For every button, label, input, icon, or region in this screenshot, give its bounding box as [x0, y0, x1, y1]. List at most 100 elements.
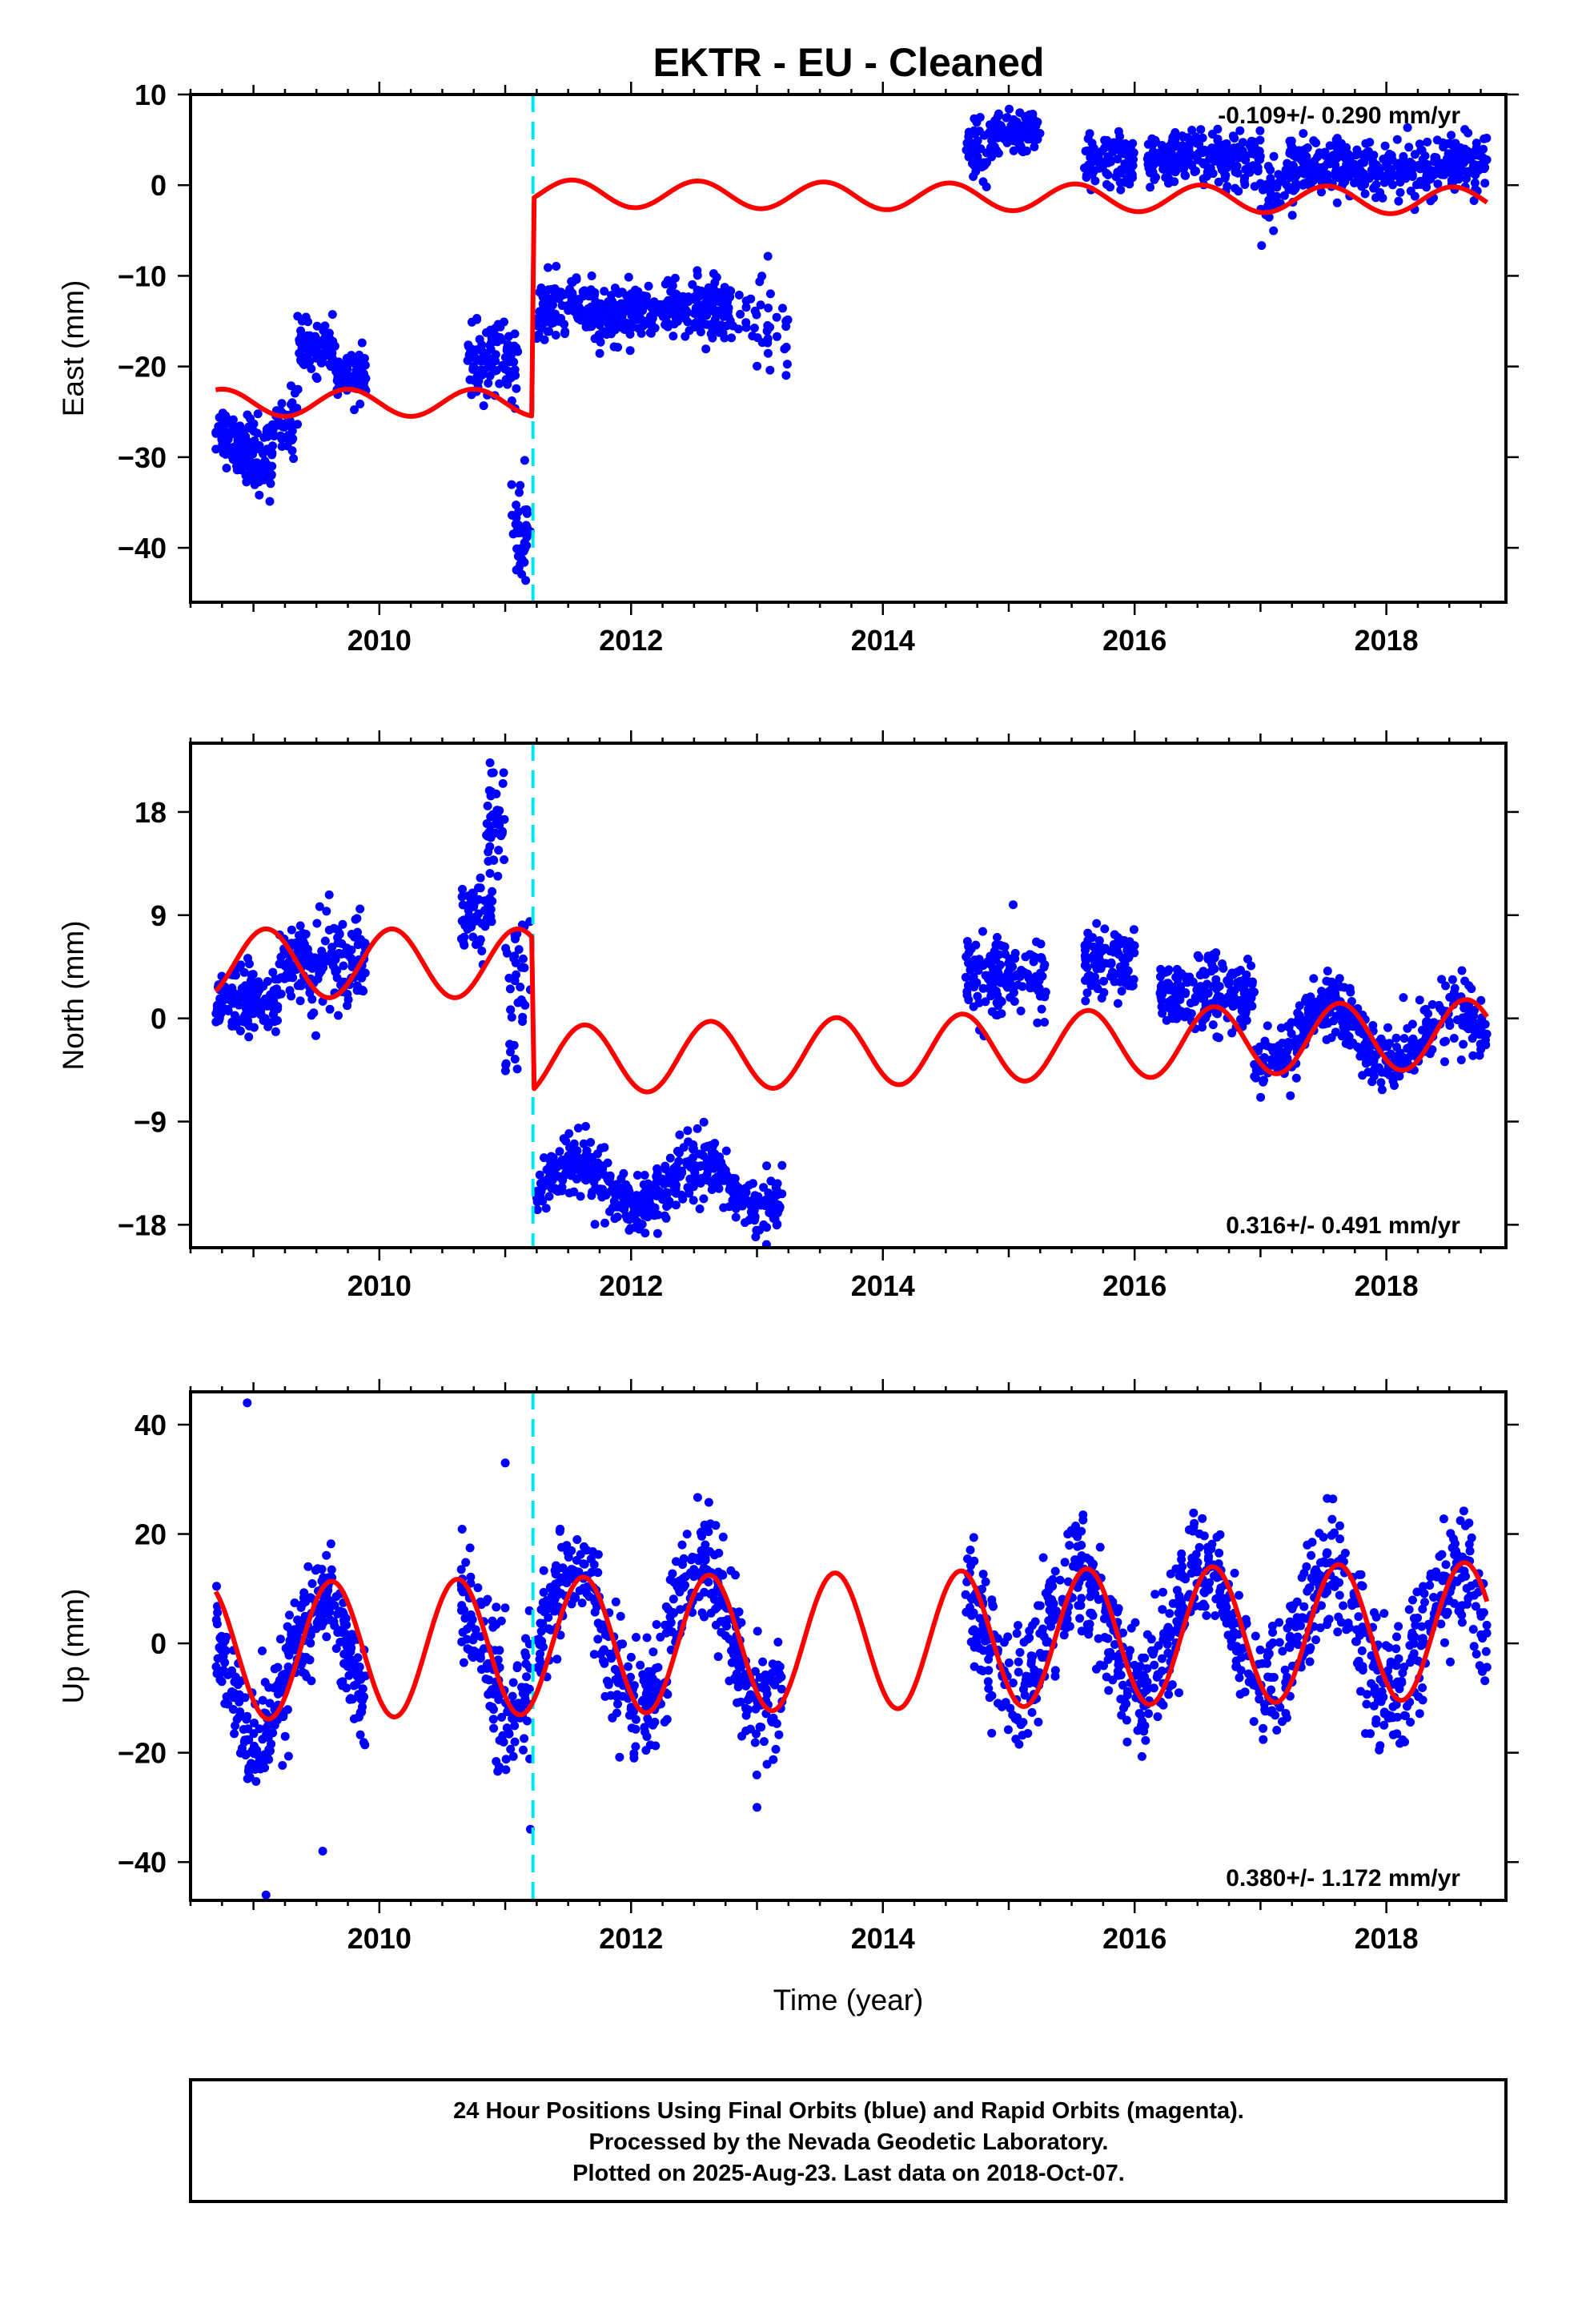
north-data-point	[485, 869, 495, 879]
up-data-point	[300, 1669, 310, 1679]
east-data-point	[477, 340, 487, 350]
up-data-point	[615, 1752, 624, 1762]
up-data-point	[757, 1723, 766, 1732]
up-data-point	[506, 1744, 516, 1754]
east-data-point	[1388, 180, 1397, 190]
north-data-point	[714, 1184, 724, 1193]
up-data-point	[327, 1597, 336, 1606]
east-y-tick-label: 10	[135, 78, 167, 111]
east-data-point	[625, 329, 635, 339]
east-data-point	[973, 152, 982, 162]
east-data-point	[277, 399, 287, 408]
east-data-point	[755, 277, 765, 287]
north-data-point	[1037, 953, 1046, 963]
north-data-point	[301, 930, 311, 939]
north-data-point	[313, 974, 323, 983]
north-data-point	[239, 1014, 249, 1023]
north-data-point	[347, 945, 356, 955]
east-data-point	[699, 308, 709, 317]
north-data-point	[1459, 1039, 1468, 1049]
up-data-point	[677, 1540, 687, 1550]
up-data-point	[275, 1634, 285, 1644]
north-data-point	[247, 971, 256, 980]
north-data-point	[1034, 983, 1044, 993]
east-data-point	[1309, 136, 1319, 146]
east-data-point	[556, 314, 566, 323]
east-data-point	[669, 298, 679, 308]
up-data-point	[295, 1619, 305, 1629]
north-data-point	[1286, 1091, 1295, 1100]
north-data-point	[1415, 995, 1424, 1005]
east-data-point	[694, 301, 704, 311]
up-data-point	[679, 1554, 689, 1563]
north-data-point	[352, 914, 362, 923]
north-data-point	[1452, 1015, 1462, 1024]
east-data-point	[1269, 151, 1279, 161]
east-data-point	[1355, 173, 1365, 183]
up-data-point	[539, 1566, 548, 1575]
north-data-point	[1468, 1034, 1477, 1043]
east-y-tick-label: −40	[118, 532, 167, 565]
north-data-point	[986, 951, 995, 961]
north-data-point	[1106, 946, 1116, 955]
up-data-point	[492, 1620, 501, 1630]
east-data-point	[1181, 171, 1191, 180]
north-data-point	[564, 1151, 573, 1160]
north-data-point	[1256, 1092, 1266, 1102]
east-data-point	[250, 480, 259, 489]
up-data-point	[669, 1594, 678, 1604]
east-data-point	[1247, 143, 1256, 152]
north-data-point	[1445, 1021, 1455, 1030]
east-data-point	[262, 459, 271, 468]
up-data-point	[536, 1618, 545, 1628]
north-data-point	[707, 1185, 717, 1194]
north-data-point	[1094, 936, 1104, 945]
east-data-point	[464, 340, 473, 350]
up-data-point	[353, 1653, 363, 1663]
north-data-point	[1033, 1018, 1042, 1027]
north-data-point	[501, 1059, 511, 1068]
north-data-point	[506, 1005, 516, 1015]
north-data-point	[993, 964, 1002, 974]
north-data-point	[1331, 988, 1340, 998]
east-data-point	[569, 307, 579, 316]
east-data-point	[228, 415, 238, 424]
up-data-point	[465, 1543, 475, 1553]
north-data-point	[1247, 1001, 1257, 1011]
east-data-point	[1184, 143, 1194, 153]
up-data-point	[669, 1578, 679, 1587]
east-data-point	[328, 336, 338, 346]
east-data-point	[994, 127, 1003, 137]
up-data-point	[576, 1550, 585, 1559]
north-data-point	[1198, 994, 1207, 1003]
north-data-point	[1019, 967, 1029, 977]
east-data-point	[1157, 141, 1166, 151]
up-data-point	[583, 1582, 592, 1591]
north-data-point	[590, 1220, 600, 1229]
east-observations-2	[267, 381, 303, 464]
up-data-point	[303, 1562, 313, 1571]
east-data-point	[1401, 174, 1411, 183]
up-data-point	[701, 1540, 710, 1550]
north-data-point	[458, 884, 467, 894]
up-data-point	[213, 1608, 223, 1618]
north-data-point	[456, 934, 466, 943]
east-axes-frame	[189, 93, 1508, 604]
north-data-point	[1227, 996, 1237, 1006]
east-data-point	[1281, 165, 1291, 175]
east-data-point	[522, 509, 532, 518]
up-data-point	[219, 1667, 228, 1677]
east-data-point	[1090, 176, 1100, 186]
east-data-point	[287, 381, 295, 391]
north-data-point	[576, 1192, 585, 1201]
up-data-point	[668, 1569, 677, 1578]
up-data-point	[258, 1647, 267, 1655]
north-data-point	[1213, 982, 1223, 991]
up-data-point	[642, 1732, 652, 1741]
north-data-point	[1282, 1047, 1291, 1056]
up-data-point	[508, 1714, 517, 1723]
east-data-point	[1313, 152, 1323, 162]
north-data-point	[1037, 1004, 1046, 1014]
east-data-point	[276, 431, 285, 440]
north-data-point	[1341, 1039, 1351, 1048]
